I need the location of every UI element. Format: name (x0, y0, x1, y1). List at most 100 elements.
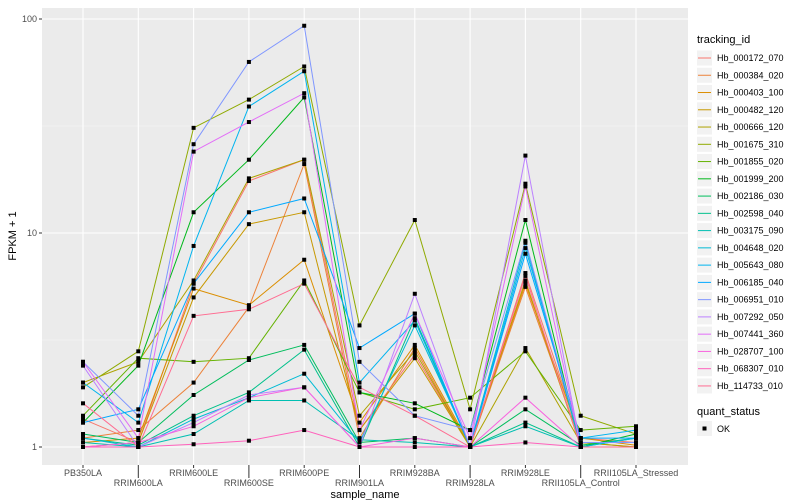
data-point-Hb_004648_020 (523, 240, 528, 245)
data-point-Hb_000482_120 (191, 295, 196, 300)
x-tick-label: RRIM600LA (114, 478, 163, 488)
data-point-Hb_001855_020 (523, 349, 528, 354)
data-point-Hb_114733_010 (136, 445, 141, 449)
y-tick-label: 10 (27, 228, 37, 238)
data-point-Hb_001675_310 (578, 413, 583, 418)
data-point-Hb_000172_070 (523, 271, 528, 276)
data-point-Hb_006951_010 (302, 23, 307, 28)
data-point-Hb_000403_100 (523, 281, 528, 286)
x-axis: PB350LA RRIM600LA RRIM600LE RRIM600SE RRIM60… (64, 465, 678, 488)
data-point-Hb_005643_080 (634, 428, 638, 433)
data-point-Hb_001675_310 (412, 218, 417, 223)
data-point-Hb_007441_360 (246, 120, 251, 125)
data-point-Hb_006185_040 (357, 346, 362, 351)
legend-label: Hb_003175_090 (717, 226, 784, 236)
data-point-Hb_068307_010 (246, 438, 251, 443)
data-point-Hb_000403_100 (246, 303, 251, 308)
data-point-Hb_007441_360 (357, 428, 362, 433)
data-point-Hb_028707_100 (246, 395, 251, 400)
data-point-Hb_007441_360 (523, 184, 528, 189)
data-point-Hb_001675_310 (523, 181, 528, 186)
data-point-Hb_001855_020 (81, 413, 85, 418)
data-point-Hb_006185_040 (136, 407, 141, 412)
data-point-Hb_007441_360 (412, 311, 417, 316)
data-point-Hb_000666_120 (246, 176, 251, 181)
data-point-Hb_028707_100 (523, 395, 528, 400)
data-point-Hb_006185_040 (578, 436, 583, 441)
x-tick-label: PB350LA (64, 468, 102, 478)
legend-label: Hb_114733_010 (717, 381, 783, 391)
data-point-Hb_114733_010 (191, 313, 196, 318)
data-point-Hb_004648_020 (412, 323, 417, 328)
x-tick-label: RRIM928LE (501, 468, 550, 478)
x-tick-label: RRIM928BA (390, 468, 440, 478)
data-point-Hb_068307_010 (357, 445, 362, 449)
data-point-Hb_005643_080 (412, 318, 417, 323)
data-point-Hb_000666_120 (191, 278, 196, 283)
data-point-Hb_006185_040 (523, 251, 528, 256)
data-point-Hb_003175_090 (81, 440, 85, 445)
data-point-Hb_006951_010 (578, 440, 583, 445)
data-point-Hb_028707_100 (412, 436, 417, 441)
data-point-Hb_028707_100 (136, 440, 141, 445)
data-point-Hb_000666_120 (523, 346, 528, 351)
data-point-Hb_001675_310 (302, 64, 307, 69)
data-point-Hb_006951_010 (136, 413, 141, 418)
data-point-Hb_006185_040 (302, 196, 307, 201)
shape-legend-marker (702, 426, 707, 431)
data-point-Hb_000384_020 (523, 284, 528, 289)
shape-legend-title: quant_status (697, 406, 760, 418)
x-axis-title: sample_name (330, 489, 399, 500)
data-point-Hb_001999_200 (191, 210, 196, 215)
data-point-Hb_006185_040 (81, 420, 85, 425)
data-point-Hb_007292_050 (412, 291, 417, 296)
data-point-Hb_000384_020 (246, 305, 251, 310)
plot-panel (42, 8, 688, 465)
data-point-Hb_003175_090 (412, 440, 417, 445)
data-point-Hb_002186_030 (523, 407, 528, 412)
data-point-Hb_001855_020 (578, 428, 583, 433)
data-point-Hb_005643_080 (191, 243, 196, 248)
data-point-Hb_068307_010 (81, 445, 85, 449)
data-point-Hb_001855_020 (191, 359, 196, 364)
data-point-Hb_007292_050 (246, 392, 251, 397)
data-point-Hb_007441_360 (302, 91, 307, 96)
data-point-Hb_003175_090 (191, 432, 196, 437)
data-point-Hb_002598_040 (191, 413, 196, 418)
legend-label: Hb_068307_010 (717, 364, 784, 374)
data-point-Hb_007441_360 (81, 359, 85, 364)
legend-label: Hb_007292_050 (717, 312, 784, 322)
data-point-Hb_114733_010 (357, 385, 362, 390)
legend-label: Hb_005643_080 (717, 260, 784, 270)
legend-label: Hb_006951_010 (717, 295, 784, 305)
data-point-Hb_001855_020 (634, 424, 638, 429)
data-point-Hb_068307_010 (412, 445, 417, 449)
data-points (81, 23, 638, 449)
data-point-Hb_004648_020 (81, 436, 85, 441)
data-point-Hb_006951_010 (246, 59, 251, 64)
y-axis: 1 10 100 (22, 14, 42, 452)
data-point-Hb_000172_070 (412, 352, 417, 357)
data-point-Hb_005643_080 (81, 380, 85, 385)
legend-label: Hb_000384_020 (717, 70, 784, 80)
data-point-Hb_114733_010 (634, 445, 638, 449)
data-point-Hb_002186_030 (191, 392, 196, 397)
data-point-Hb_001855_020 (136, 356, 141, 361)
data-point-Hb_000482_120 (523, 278, 528, 283)
data-point-Hb_006185_040 (634, 436, 638, 441)
data-point-Hb_000666_120 (412, 349, 417, 354)
data-point-Hb_004648_020 (191, 417, 196, 422)
data-point-Hb_000666_120 (136, 359, 141, 364)
data-point-Hb_000666_120 (302, 157, 307, 162)
data-point-Hb_000384_020 (302, 162, 307, 167)
x-tick-label: RRIM928LA (446, 478, 495, 488)
data-point-Hb_001855_020 (302, 278, 307, 283)
data-point-Hb_001675_310 (81, 385, 85, 390)
data-point-Hb_002598_040 (412, 316, 417, 321)
data-point-Hb_001999_200 (634, 432, 638, 437)
data-point-Hb_114733_010 (412, 413, 417, 418)
y-axis-title: FPKM + 1 (7, 211, 19, 260)
data-point-Hb_006951_010 (191, 142, 196, 147)
data-point-Hb_001999_200 (136, 363, 141, 368)
data-point-Hb_006951_010 (468, 428, 473, 433)
